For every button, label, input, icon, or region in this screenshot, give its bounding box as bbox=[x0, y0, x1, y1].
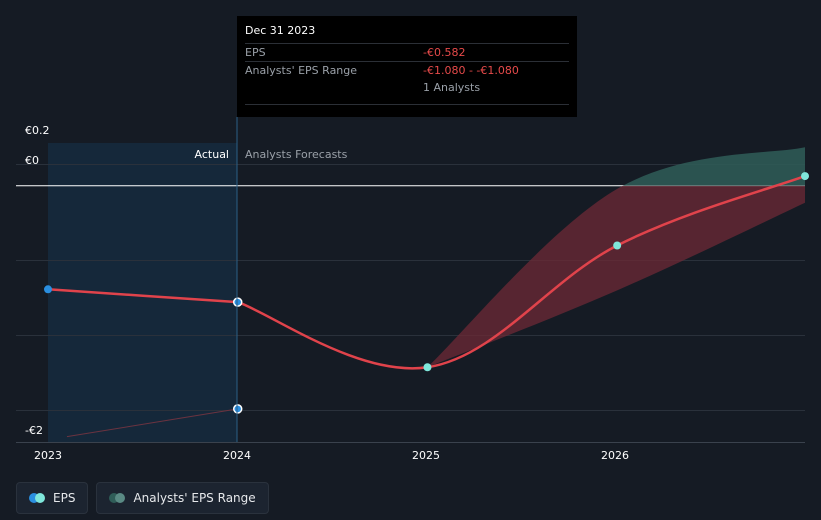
x-tick-label: 2023 bbox=[34, 449, 62, 462]
eps-forecast-point bbox=[613, 241, 622, 250]
tooltip-range-label: Analysts' EPS Range bbox=[245, 64, 358, 77]
legend-eps-button[interactable]: EPS bbox=[16, 482, 89, 514]
tooltip-range-row: Analysts' EPS Range -€1.080 - -€1.080 bbox=[245, 61, 569, 79]
x-tick-label: 2024 bbox=[223, 449, 251, 462]
forecast-region-label: Analysts Forecasts bbox=[245, 148, 348, 161]
y-tick-label: -€2 bbox=[25, 424, 43, 437]
eps-forecast-line bbox=[237, 174, 806, 370]
legend-range-label: Analysts' EPS Range bbox=[133, 491, 256, 505]
y-tick-label: €0 bbox=[25, 154, 39, 167]
eps-range-band-above-zero bbox=[623, 147, 805, 186]
y-tick-label: €0.2 bbox=[25, 124, 50, 137]
x-tick-label: 2026 bbox=[601, 449, 629, 462]
tooltip-eps-value: -€0.582 bbox=[423, 46, 466, 59]
actual-region-label: Actual bbox=[195, 148, 229, 161]
eps-low-point bbox=[232, 404, 243, 414]
eps-point bbox=[44, 285, 52, 294]
tooltip-range-value: -€1.080 - -€1.080 bbox=[423, 64, 519, 77]
tooltip-analysts-count: 1 Analysts bbox=[423, 81, 481, 94]
eps-legend-icon bbox=[29, 493, 45, 503]
tooltip: Dec 31 2023 EPS -€0.582 Analysts' EPS Ra… bbox=[237, 16, 577, 117]
actual-region-band bbox=[48, 143, 237, 442]
tooltip-date: Dec 31 2023 bbox=[245, 24, 316, 37]
x-tick-label: 2025 bbox=[412, 449, 440, 462]
eps-forecast-point bbox=[801, 172, 809, 181]
eps-actual-line bbox=[47, 288, 238, 304]
range-legend-icon bbox=[109, 493, 126, 503]
actual-low-series-line bbox=[66, 408, 238, 438]
legend: EPS Analysts' EPS Range bbox=[16, 482, 269, 514]
eps-forecast-point bbox=[423, 363, 432, 372]
legend-eps-label: EPS bbox=[53, 491, 76, 505]
eps-point bbox=[232, 297, 243, 307]
legend-range-button[interactable]: Analysts' EPS Range bbox=[96, 482, 269, 514]
eps-range-band-below-zero bbox=[427, 185, 805, 368]
tooltip-footer-divider bbox=[245, 104, 569, 105]
tooltip-eps-row: EPS -€0.582 bbox=[245, 43, 569, 61]
tooltip-eps-label: EPS bbox=[245, 46, 266, 59]
tooltip-analysts-row: 1 Analysts bbox=[245, 79, 569, 96]
